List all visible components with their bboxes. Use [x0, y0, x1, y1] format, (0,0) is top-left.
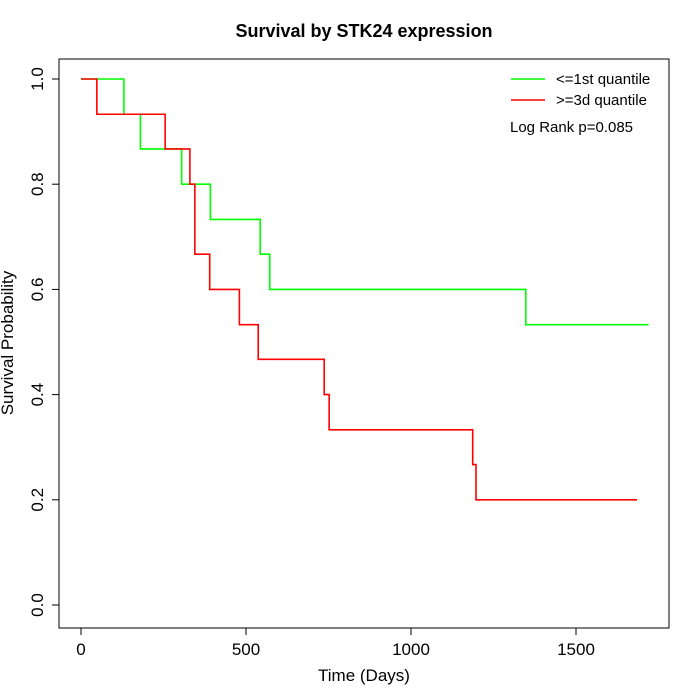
plot-frame	[58, 58, 670, 629]
survival-curve-low	[81, 78, 649, 326]
log-rank-annotation: Log Rank p=0.085	[510, 119, 633, 136]
y-tick-label: 0.2	[28, 488, 47, 512]
y-tick-label: 0.0	[28, 593, 47, 617]
y-tick-label: 0.4	[28, 383, 47, 407]
chart-title: Survival by STK24 expression	[235, 21, 492, 41]
x-tick-label: 1000	[392, 640, 430, 659]
legend-label-high: >=3d quantile	[556, 92, 647, 109]
x-tick-label: 500	[232, 640, 260, 659]
y-axis-title: Survival Probability	[0, 270, 17, 415]
y-tick-label: 0.8	[28, 172, 47, 196]
y-tick-label: 0.6	[28, 278, 47, 302]
x-tick-label: 0	[76, 640, 85, 659]
survival-curve-high	[81, 78, 638, 501]
legend-label-low: <=1st quantile	[556, 71, 650, 88]
x-tick-label: 1500	[557, 640, 595, 659]
y-tick-label: 1.0	[28, 67, 47, 91]
x-axis-title: Time (Days)	[318, 666, 410, 685]
